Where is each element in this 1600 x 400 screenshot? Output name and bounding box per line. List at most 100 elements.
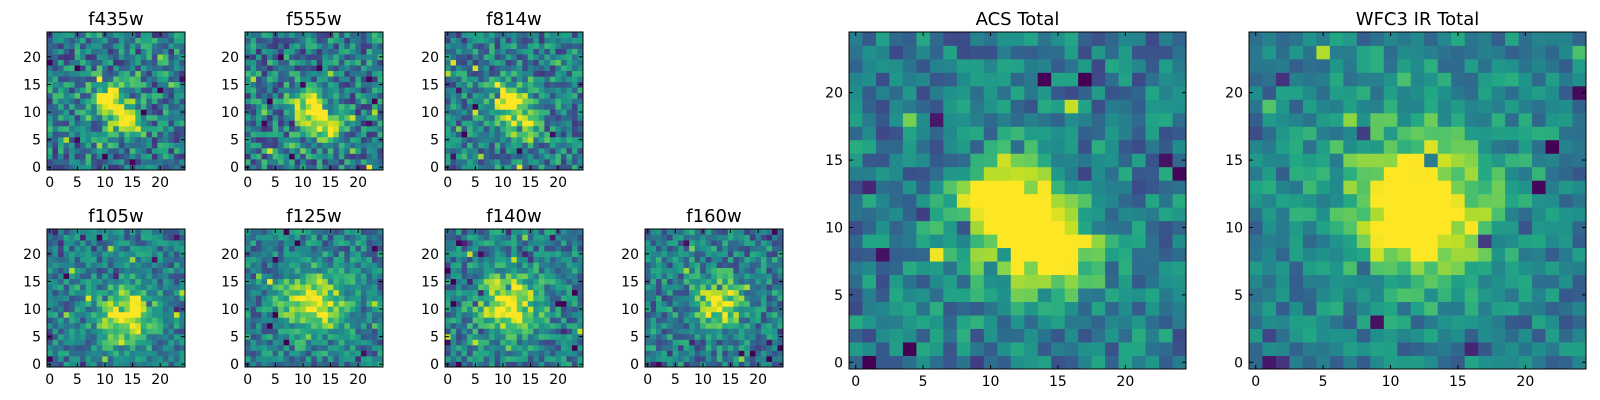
heatmap-cell <box>85 306 92 313</box>
heatmap-cell <box>450 344 457 351</box>
heatmap-cell <box>571 273 578 280</box>
heatmap-cell <box>311 361 318 368</box>
heatmap-cell <box>91 361 98 368</box>
heatmap-cell <box>250 131 257 138</box>
heatmap-cell <box>322 43 329 49</box>
heatmap-cell <box>80 32 87 38</box>
heatmap-cell <box>278 267 285 274</box>
heatmap-cell <box>261 147 268 154</box>
heatmap-cell <box>58 251 64 257</box>
heatmap-cell <box>300 350 307 357</box>
heatmap-cell <box>667 273 673 280</box>
heatmap-cell <box>91 355 98 362</box>
heatmap-cell <box>305 256 312 263</box>
heatmap-cell <box>705 251 712 257</box>
heatmap-cell <box>366 256 373 263</box>
heatmap-cell <box>322 32 329 38</box>
heatmap-cell <box>544 300 551 307</box>
heatmap-cell <box>245 322 251 329</box>
heatmap-cell <box>80 344 87 351</box>
heatmap-cell <box>267 109 273 116</box>
heatmap-cell <box>522 361 529 368</box>
heatmap-cell <box>661 306 668 313</box>
heatmap-cell <box>555 65 562 72</box>
heatmap-cell <box>91 317 98 324</box>
heatmap-cell <box>85 65 92 72</box>
heatmap-cell <box>527 251 534 257</box>
heatmap-cell <box>997 166 1012 181</box>
heatmap-cell <box>970 342 985 356</box>
heatmap-cell <box>461 300 468 307</box>
heatmap-cell <box>245 339 251 346</box>
heatmap-cell <box>151 59 158 66</box>
heatmap-cell <box>69 92 75 99</box>
heatmap-cell <box>571 114 578 121</box>
heatmap-cell <box>63 245 70 252</box>
heatmap-cell <box>157 48 164 55</box>
heatmap-cell <box>478 251 485 257</box>
heatmap-cell <box>113 245 120 252</box>
heatmap-cell <box>305 103 312 110</box>
heatmap-cell <box>96 262 103 269</box>
heatmap-cell <box>943 328 958 343</box>
heatmap-cell <box>667 289 673 296</box>
heatmap-cell <box>360 87 367 94</box>
heatmap-cell <box>929 274 944 289</box>
heatmap-cell <box>711 328 718 335</box>
heatmap-cell <box>129 344 136 351</box>
heatmap-cell <box>733 328 740 335</box>
heatmap-cell <box>711 251 718 257</box>
heatmap-cell <box>1064 288 1079 302</box>
heatmap-cell <box>327 65 334 72</box>
heatmap-cell <box>162 306 169 313</box>
heatmap-cell <box>711 267 718 274</box>
heatmap-cell <box>371 295 378 302</box>
heatmap-cell <box>461 153 468 160</box>
heatmap-cell <box>124 355 131 362</box>
heatmap-cell <box>327 344 334 351</box>
heatmap-cell <box>113 300 120 307</box>
heatmap-cell <box>467 114 473 121</box>
heatmap-cell <box>749 300 756 307</box>
heatmap-cell <box>322 120 329 127</box>
heatmap-cell <box>267 350 273 357</box>
heatmap-cell <box>970 315 985 329</box>
heatmap-cell <box>85 158 92 165</box>
heatmap-cell <box>538 251 545 257</box>
heatmap-cell <box>289 361 296 368</box>
heatmap-cell <box>1078 193 1093 208</box>
heatmap-cell <box>997 220 1012 235</box>
heatmap-cell <box>294 355 301 362</box>
heatmap-cell <box>467 92 473 99</box>
heatmap-cell <box>256 251 262 257</box>
heatmap-cell <box>102 103 109 110</box>
heatmap-cell <box>483 164 490 171</box>
heatmap-cell <box>577 43 584 49</box>
heatmap-cell <box>566 65 573 72</box>
heatmap-cell <box>1078 180 1093 195</box>
heatmap-cell <box>311 306 318 313</box>
heatmap-cell <box>322 48 329 55</box>
heatmap-cell <box>278 295 285 302</box>
heatmap-cell <box>283 344 290 351</box>
heatmap-cell <box>760 311 767 318</box>
heatmap-cell <box>694 339 701 346</box>
heatmap-cell <box>366 333 373 340</box>
heatmap-cell <box>129 92 136 99</box>
heatmap-cell <box>124 284 131 291</box>
heatmap-cell <box>549 87 556 94</box>
heatmap-cell <box>711 361 718 368</box>
heatmap-cell <box>450 284 457 291</box>
heatmap-cell <box>678 322 685 329</box>
heatmap-cell <box>494 355 501 362</box>
heatmap-cell <box>140 147 147 154</box>
heatmap-cell <box>151 131 158 138</box>
heatmap-cell <box>902 180 917 195</box>
heatmap-cell <box>366 153 373 160</box>
heatmap-cell <box>650 350 657 357</box>
heatmap-cell <box>875 220 890 235</box>
heatmap-cell <box>1024 220 1039 235</box>
heatmap-cell <box>47 120 53 127</box>
heatmap-cell <box>538 59 545 66</box>
heatmap-cell <box>344 54 351 60</box>
